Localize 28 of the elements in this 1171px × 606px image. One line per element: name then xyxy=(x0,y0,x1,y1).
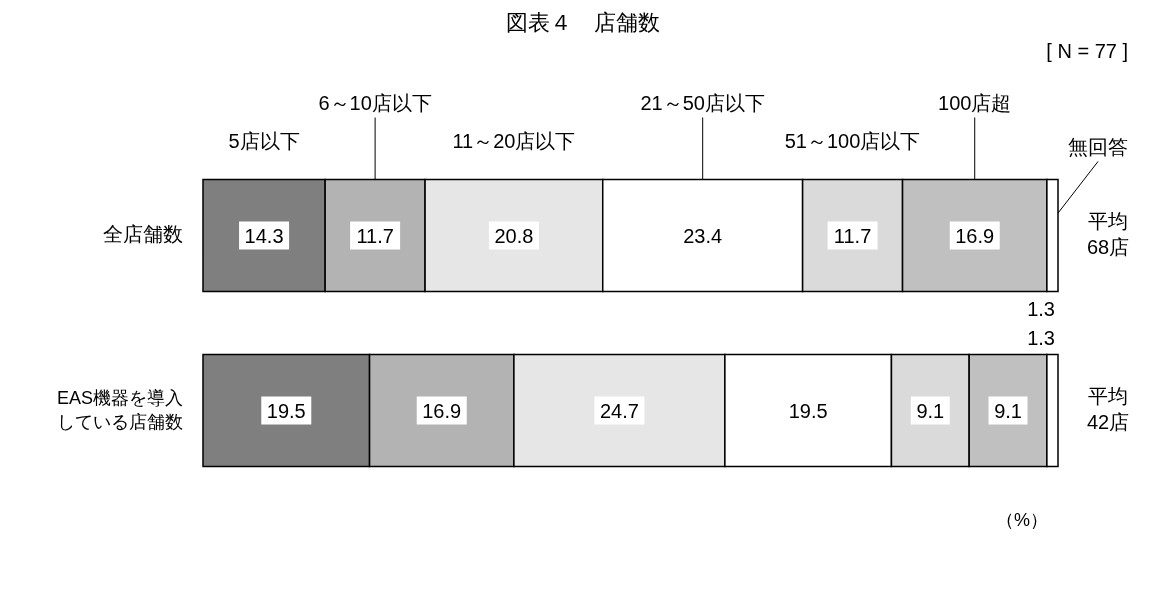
series-label: 11～20店以下 xyxy=(452,129,576,152)
data-label: 20.8 xyxy=(494,224,534,247)
chart-title: 図表４ 店舗数 xyxy=(505,9,661,37)
text: 6～10店以下 xyxy=(318,91,432,114)
data-label: 11.7 xyxy=(833,224,872,247)
data-label: 19.5 xyxy=(266,399,306,422)
text: （%） xyxy=(995,509,1049,532)
text: 21～50店以下 xyxy=(640,91,765,114)
text: 平均 42店 xyxy=(1086,384,1130,433)
series-label: 5店以下 xyxy=(228,129,300,152)
data-label: 16.9 xyxy=(955,224,995,247)
series-label: 51～100店以下 xyxy=(784,129,921,152)
data-label: 1.3 xyxy=(1027,297,1055,320)
data-label: 19.5 xyxy=(788,399,828,422)
data-label: 23.4 xyxy=(683,224,723,247)
y-tick-label: EAS機器を導入している店舗数 xyxy=(56,387,183,432)
text: [ N = 77 ] xyxy=(1046,40,1128,63)
data-label: 9.1 xyxy=(916,399,945,422)
data-label: 11.7 xyxy=(356,224,394,247)
series-label: 無回答 xyxy=(1068,135,1128,158)
data-label: 1.3 xyxy=(1027,326,1055,349)
y-tick-label: 全店舗数 xyxy=(103,222,183,245)
data-label: 24.7 xyxy=(599,399,639,422)
data-label: 14.3 xyxy=(244,224,284,247)
data-label: 9.1 xyxy=(994,399,1022,422)
text: 100店超 xyxy=(938,91,1012,114)
data-label: 16.9 xyxy=(422,399,462,422)
text: 平均 68店 xyxy=(1086,209,1130,258)
